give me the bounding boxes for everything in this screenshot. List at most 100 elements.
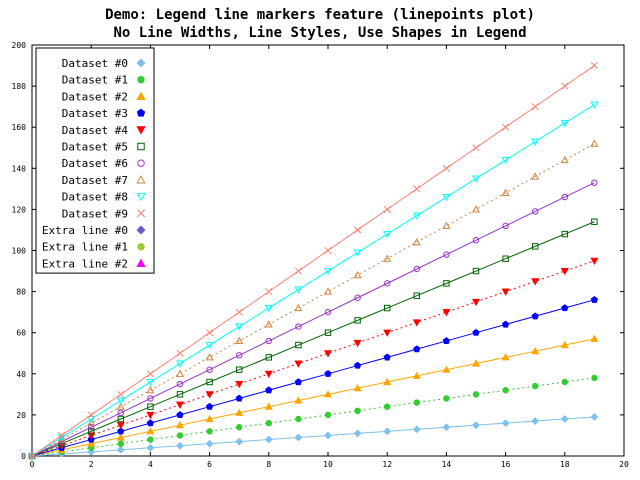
data-point	[561, 230, 569, 238]
data-point	[531, 172, 540, 180]
legend-marker	[136, 91, 146, 100]
series-4	[27, 257, 599, 461]
legend-label: Dataset #7	[62, 174, 128, 187]
data-point	[176, 349, 184, 357]
data-point	[590, 334, 599, 342]
data-point	[502, 123, 510, 131]
data-point	[383, 205, 391, 213]
data-point	[501, 288, 510, 296]
data-point	[205, 341, 214, 350]
data-point	[560, 120, 569, 128]
series-line-4	[31, 260, 595, 457]
data-point	[235, 381, 244, 389]
data-point	[87, 439, 96, 447]
data-point	[472, 237, 480, 244]
legend-item: Dataset #6	[62, 157, 145, 170]
y-tick-label: 160	[12, 123, 27, 132]
data-point	[353, 429, 362, 438]
data-point	[353, 383, 362, 392]
data-point	[442, 423, 451, 432]
data-point	[117, 409, 125, 417]
data-point	[87, 424, 95, 431]
marker-stroke	[58, 431, 66, 440]
data-point	[560, 340, 569, 349]
data-point	[353, 361, 362, 369]
data-point	[264, 402, 273, 410]
data-point	[117, 440, 125, 447]
data-point	[412, 319, 421, 327]
data-point	[265, 337, 273, 345]
data-point	[205, 414, 214, 423]
data-point	[383, 403, 391, 410]
data-point	[531, 138, 540, 146]
data-point	[147, 403, 154, 410]
series-line-5	[31, 221, 595, 457]
data-point	[412, 238, 421, 246]
data-point	[265, 288, 273, 296]
data-point	[590, 61, 598, 70]
data-point	[471, 205, 481, 213]
data-point	[87, 428, 95, 435]
data-point	[206, 378, 213, 386]
data-point	[501, 419, 510, 428]
x-tick-label: 0	[30, 460, 35, 469]
series-line-9	[31, 65, 595, 457]
plot-area: 0 2 4 6 8 10 12 14 16 18 2002040608010012014016018…	[12, 41, 629, 469]
legend-item: Dataset #0	[62, 57, 146, 70]
data-point	[58, 431, 66, 440]
data-point	[501, 320, 510, 328]
x-tick-label: 2	[89, 460, 94, 469]
legend-item: Dataset #7	[62, 174, 146, 187]
data-point	[353, 249, 362, 257]
y-tick-label: 60	[16, 329, 26, 338]
data-point	[561, 82, 569, 90]
data-point	[353, 270, 362, 279]
data-point	[146, 370, 154, 378]
data-point	[531, 208, 539, 215]
marker-stroke	[561, 82, 569, 90]
legend-marker	[136, 108, 146, 117]
legend-label: Dataset #4	[62, 124, 129, 137]
data-point	[531, 103, 539, 111]
x-tick-label: 12	[382, 460, 392, 469]
legend: Dataset #0 Dataset #1 Dataset #2 Dataset #3…	[35, 47, 155, 274]
legend-marker	[136, 58, 146, 68]
data-point	[531, 346, 540, 355]
data-point	[175, 420, 185, 429]
legend-item: Dataset #1	[62, 74, 145, 87]
x-tick-label: 16	[501, 460, 511, 469]
series-7	[27, 139, 599, 460]
data-point	[146, 411, 155, 420]
legend-item: Dataset #3	[62, 107, 146, 120]
legend-item: Dataset #4	[62, 124, 146, 137]
data-point	[531, 243, 539, 250]
data-point	[265, 419, 273, 427]
data-point	[175, 401, 185, 409]
data-point	[146, 443, 155, 452]
data-point	[116, 402, 125, 410]
data-point	[176, 432, 184, 439]
data-point	[354, 407, 361, 415]
data-point	[501, 157, 510, 165]
y-tick-label: 40	[16, 370, 26, 379]
series-line-6	[31, 182, 595, 457]
data-point	[353, 339, 362, 348]
data-point	[235, 437, 244, 446]
legend-marker	[136, 209, 146, 218]
data-point	[354, 226, 362, 234]
data-point	[442, 365, 451, 373]
series-1	[28, 374, 598, 460]
data-point	[324, 329, 332, 336]
data-point	[265, 386, 273, 394]
y-tick-label: 200	[12, 41, 27, 50]
data-point	[472, 391, 480, 398]
data-point	[176, 380, 184, 388]
series-8	[27, 101, 599, 461]
data-point	[412, 212, 421, 220]
data-point	[591, 179, 598, 186]
legend-marker	[136, 175, 146, 184]
data-point	[383, 280, 391, 287]
x-tick-label: 14	[442, 460, 452, 469]
data-point	[235, 323, 244, 331]
data-point	[295, 323, 302, 330]
